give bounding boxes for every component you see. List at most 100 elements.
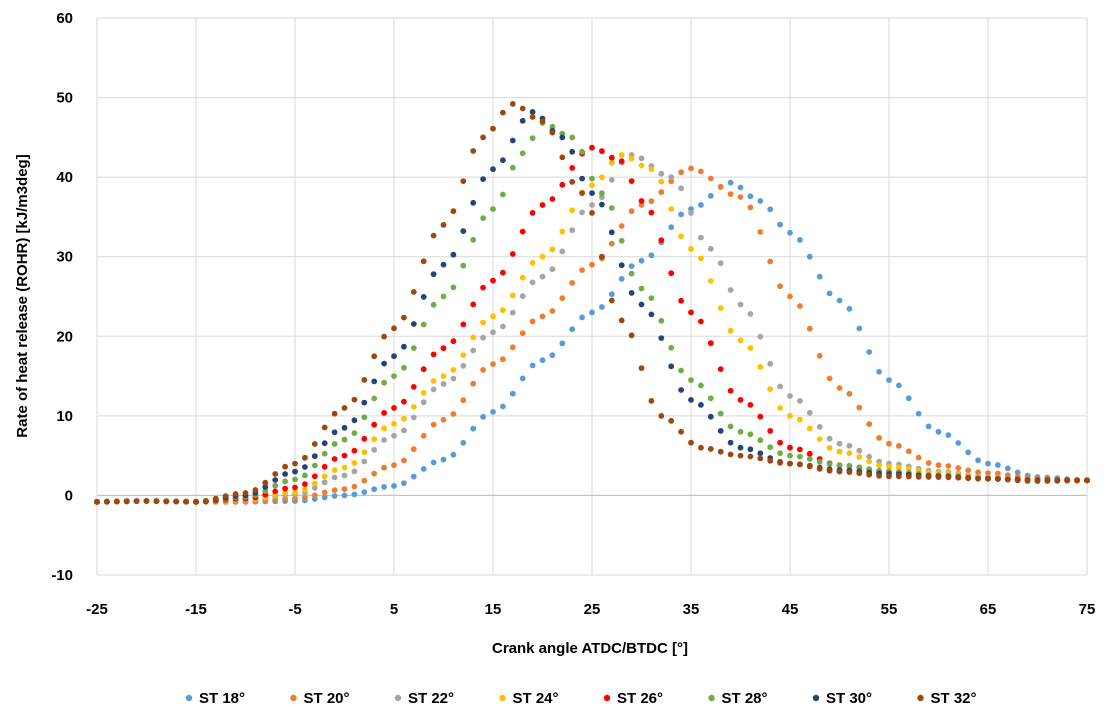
data-point <box>797 416 803 423</box>
data-point <box>440 293 447 300</box>
data-point <box>440 381 447 387</box>
y-tick-label: 20 <box>56 328 73 345</box>
data-point <box>787 444 793 451</box>
data-point <box>965 449 972 456</box>
data-point <box>797 303 803 309</box>
data-point <box>915 454 922 461</box>
data-point <box>945 474 952 481</box>
data-point <box>797 461 803 468</box>
data-point <box>668 417 675 424</box>
data-point <box>123 498 130 505</box>
data-point <box>599 201 605 208</box>
data-point <box>351 483 358 490</box>
data-point <box>717 305 724 311</box>
data-point <box>618 223 625 229</box>
data-point <box>420 390 427 396</box>
data-point <box>638 162 645 169</box>
y-tick-label: 60 <box>56 10 73 27</box>
data-point <box>381 333 387 340</box>
data-point <box>727 423 734 430</box>
legend-label: ST 18° <box>199 690 245 707</box>
data-point <box>707 340 714 347</box>
data-point <box>361 399 368 406</box>
data-point <box>420 432 427 439</box>
data-point <box>717 260 724 267</box>
data-point <box>589 210 595 216</box>
data-point <box>381 379 387 386</box>
data-point <box>440 345 447 352</box>
data-point <box>381 437 387 443</box>
data-point <box>401 480 407 486</box>
data-point <box>658 317 665 324</box>
data-point <box>361 458 368 465</box>
data-point <box>757 364 764 370</box>
data-point <box>787 229 793 236</box>
data-point <box>529 210 536 216</box>
data-point <box>529 260 536 266</box>
data-point <box>311 485 318 491</box>
data-point <box>767 360 774 367</box>
data-point <box>480 215 486 222</box>
legend-marker <box>290 694 297 702</box>
legend-item: ST 20° <box>290 690 350 707</box>
data-point <box>272 488 279 495</box>
data-point <box>1044 478 1051 484</box>
data-point <box>153 498 160 504</box>
data-point <box>975 469 981 476</box>
data-point <box>559 134 566 141</box>
data-point <box>599 194 605 201</box>
data-point <box>331 493 338 499</box>
data-point <box>717 448 724 455</box>
data-point <box>470 148 477 154</box>
data-point <box>698 168 704 175</box>
data-point <box>737 397 744 403</box>
data-point <box>836 448 843 455</box>
data-point <box>777 450 783 457</box>
data-point <box>757 450 764 457</box>
data-point <box>846 469 853 475</box>
data-point <box>797 453 803 460</box>
data-point <box>460 262 467 269</box>
data-point <box>430 301 437 308</box>
data-point <box>648 311 655 318</box>
data-point <box>371 436 378 443</box>
series-8 <box>94 101 1090 505</box>
data-point <box>579 267 585 273</box>
data-point <box>678 185 684 192</box>
data-point <box>678 387 684 393</box>
data-point <box>618 276 625 282</box>
data-point <box>905 448 912 455</box>
data-point <box>816 273 823 280</box>
data-point <box>331 456 338 462</box>
data-point <box>490 166 496 173</box>
data-point <box>549 352 556 359</box>
data-point <box>549 266 556 273</box>
data-point <box>717 366 724 372</box>
data-point <box>668 363 675 370</box>
data-point <box>1084 477 1090 484</box>
data-point <box>391 432 397 439</box>
data-point <box>648 166 655 173</box>
data-point <box>500 323 506 330</box>
data-point <box>549 123 556 130</box>
data-point <box>420 366 427 373</box>
data-point <box>836 468 843 475</box>
data-point <box>668 270 675 277</box>
data-point <box>579 175 585 182</box>
data-point <box>519 150 526 157</box>
data-point <box>876 368 882 375</box>
data-point <box>351 447 358 454</box>
data-point <box>341 472 348 479</box>
data-point <box>727 439 734 446</box>
data-point <box>737 194 744 200</box>
data-point <box>846 463 853 469</box>
data-point <box>94 498 100 505</box>
data-point <box>886 463 892 470</box>
data-point <box>658 413 665 419</box>
data-point <box>509 309 516 316</box>
data-point <box>618 237 625 244</box>
data-point <box>866 471 873 478</box>
data-point <box>787 452 793 459</box>
data-point <box>678 367 684 374</box>
data-point <box>886 377 892 383</box>
